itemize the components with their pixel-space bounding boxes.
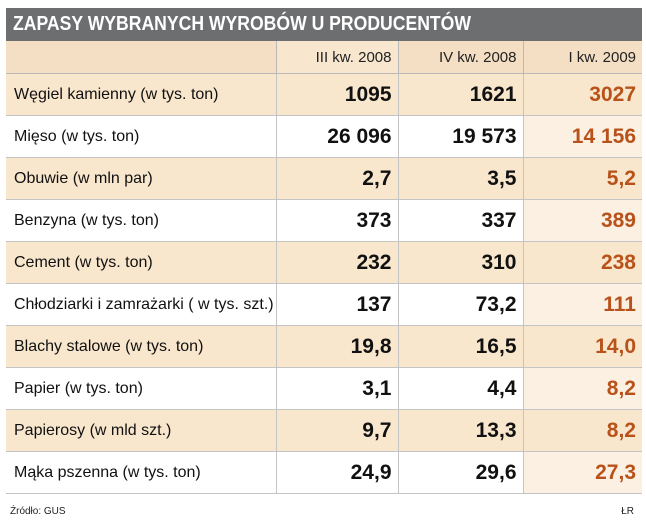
credit-note: ŁR bbox=[621, 506, 634, 517]
column-header: IV kw. 2008 bbox=[397, 41, 523, 74]
value-cell: 232 bbox=[275, 241, 398, 284]
row-label: Mąka pszenna (w tys. ton) bbox=[6, 451, 276, 494]
value-cell: 3,5 bbox=[397, 157, 523, 200]
value-cell: 29,6 bbox=[397, 451, 523, 494]
value-cell: 111 bbox=[522, 283, 642, 326]
table-row: Benzyna (w tys. ton) 373 337 389 bbox=[6, 199, 642, 242]
value-cell: 373 bbox=[275, 199, 398, 242]
value-cell: 73,2 bbox=[397, 283, 523, 326]
header-empty-cell bbox=[6, 41, 276, 74]
row-label: Chłodziarki i zamrażarki ( w tys. szt.) bbox=[6, 283, 276, 326]
value-cell: 24,9 bbox=[275, 451, 398, 494]
row-label: Papierosy (w mld szt.) bbox=[6, 409, 276, 452]
value-cell: 9,7 bbox=[275, 409, 398, 452]
value-cell: 14,0 bbox=[522, 325, 642, 368]
value-cell: 389 bbox=[522, 199, 642, 242]
header-row: III kw. 2008 IV kw. 2008 I kw. 2009 bbox=[6, 41, 642, 74]
table-row: Papierosy (w mld szt.) 9,7 13,3 8,2 bbox=[6, 409, 642, 452]
table-row: Obuwie (w mln par) 2,7 3,5 5,2 bbox=[6, 157, 642, 200]
table-body: Węgiel kamienny (w tys. ton) 1095 1621 3027… bbox=[6, 73, 642, 494]
value-cell: 3027 bbox=[522, 73, 642, 116]
row-label: Papier (w tys. ton) bbox=[6, 367, 276, 410]
value-cell: 13,3 bbox=[397, 409, 523, 452]
value-cell: 3,1 bbox=[275, 367, 398, 410]
table-row: Chłodziarki i zamrażarki ( w tys. szt.) 1… bbox=[6, 283, 642, 326]
table-row: Papier (w tys. ton) 3,1 4,4 8,2 bbox=[6, 367, 642, 410]
value-cell: 26 096 bbox=[275, 115, 398, 158]
value-cell: 1095 bbox=[275, 73, 398, 116]
value-cell: 27,3 bbox=[522, 451, 642, 494]
row-label: Węgiel kamienny (w tys. ton) bbox=[6, 73, 276, 116]
source-note: Źródło: GUS bbox=[10, 506, 66, 517]
value-cell: 19,8 bbox=[275, 325, 398, 368]
chart-title: ZAPASY WYBRANYCH WYROBÓW U PRODUCENTÓW bbox=[13, 13, 471, 35]
value-cell: 14 156 bbox=[522, 115, 642, 158]
value-cell: 337 bbox=[397, 199, 523, 242]
row-label: Blachy stalowe (w tys. ton) bbox=[6, 325, 276, 368]
value-cell: 19 573 bbox=[397, 115, 523, 158]
row-label: Mięso (w tys. ton) bbox=[6, 115, 276, 158]
column-header: III kw. 2008 bbox=[275, 41, 398, 74]
value-cell: 137 bbox=[275, 283, 398, 326]
value-cell: 1621 bbox=[397, 73, 523, 116]
value-cell: 5,2 bbox=[522, 157, 642, 200]
table-row: Mięso (w tys. ton) 26 096 19 573 14 156 bbox=[6, 115, 642, 158]
table-row: Blachy stalowe (w tys. ton) 19,8 16,5 14,0 bbox=[6, 325, 642, 368]
row-label: Benzyna (w tys. ton) bbox=[6, 199, 276, 242]
data-table: III kw. 2008 IV kw. 2008 I kw. 2009 Węgi… bbox=[6, 41, 642, 494]
table-row: Cement (w tys. ton) 232 310 238 bbox=[6, 241, 642, 284]
value-cell: 8,2 bbox=[522, 409, 642, 452]
value-cell: 4,4 bbox=[397, 367, 523, 410]
table-row: Węgiel kamienny (w tys. ton) 1095 1621 3027 bbox=[6, 73, 642, 116]
value-cell: 238 bbox=[522, 241, 642, 284]
value-cell: 310 bbox=[397, 241, 523, 284]
column-header: I kw. 2009 bbox=[522, 41, 642, 74]
value-cell: 8,2 bbox=[522, 367, 642, 410]
row-label: Obuwie (w mln par) bbox=[6, 157, 276, 200]
value-cell: 16,5 bbox=[397, 325, 523, 368]
table-row: Mąka pszenna (w tys. ton) 24,9 29,6 27,3 bbox=[6, 451, 642, 494]
title-bar: ZAPASY WYBRANYCH WYROBÓW U PRODUCENTÓW bbox=[6, 8, 642, 41]
row-label: Cement (w tys. ton) bbox=[6, 241, 276, 284]
value-cell: 2,7 bbox=[275, 157, 398, 200]
